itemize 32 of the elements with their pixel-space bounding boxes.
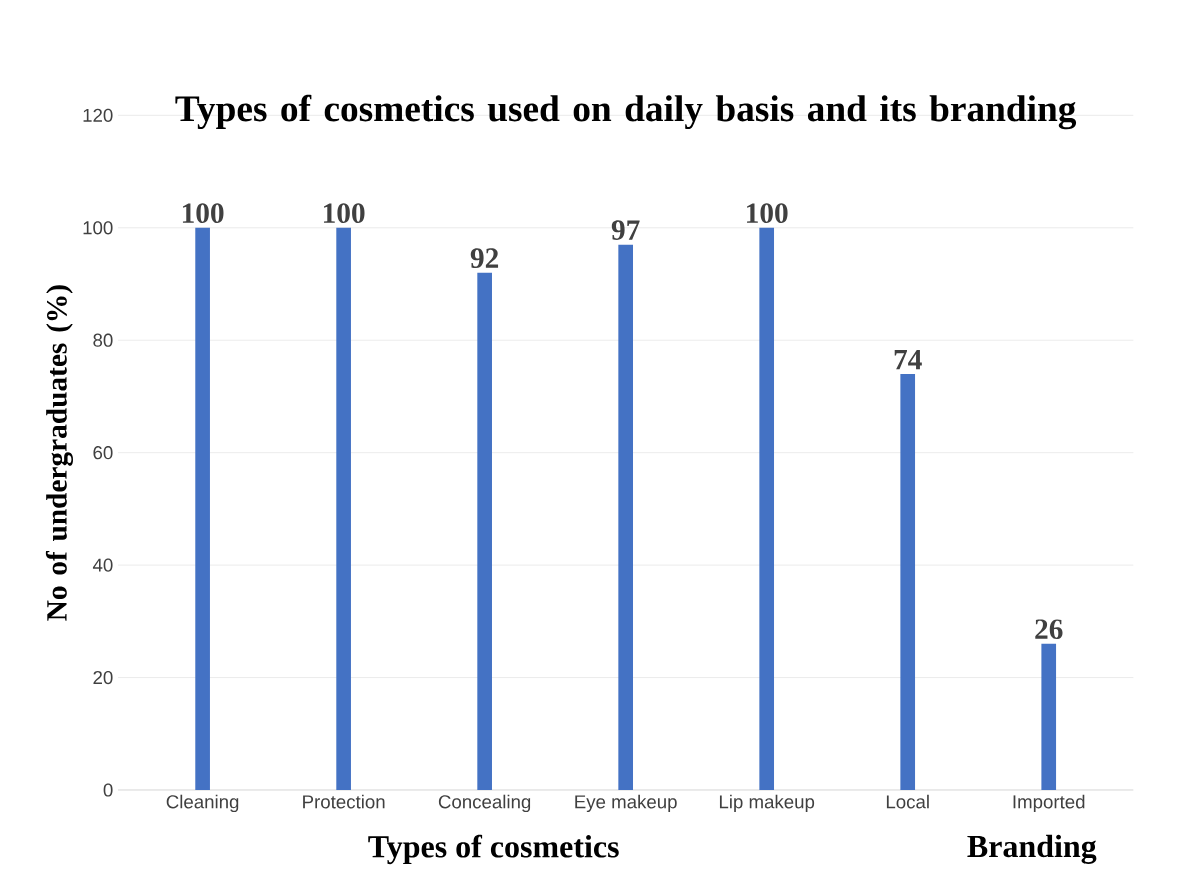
data-label: 100 <box>747 203 788 224</box>
text: Branding <box>967 834 1097 864</box>
bar <box>195 227 210 790</box>
bar <box>477 272 492 790</box>
bar <box>759 227 775 790</box>
y-tick-label: 0 <box>103 783 113 797</box>
data-label: 92 <box>470 248 499 269</box>
y-axis-title: No of undergraduates (%) <box>45 285 73 621</box>
y-tick-label: 100 <box>83 221 113 235</box>
y-tick-label: 120 <box>83 108 113 122</box>
x-tick-label: Concealing <box>438 794 531 813</box>
x-tick-label: Protection <box>303 794 385 809</box>
chart-title: Types of cosmetics used on daily basis and its branding <box>175 94 1077 130</box>
data-label: 100 <box>182 203 224 224</box>
bar <box>336 227 351 790</box>
data-label: 100 <box>323 203 365 224</box>
bar <box>618 244 634 790</box>
bar <box>1041 643 1057 790</box>
x-tick-label: Imported <box>1013 794 1085 813</box>
y-tick-label: 80 <box>93 333 113 347</box>
data-label: 74 <box>894 349 922 370</box>
bar <box>900 373 916 790</box>
data-label: 97 <box>611 220 640 240</box>
data-label: 26 <box>1035 619 1063 640</box>
y-tick-label: 40 <box>92 558 113 572</box>
x-tick-label: Local <box>886 794 929 809</box>
x-axis-title: Types of cosmetics <box>368 834 619 865</box>
x-tick-label: Cleaning <box>166 794 239 813</box>
x-tick-label: Eye makeup <box>575 794 677 813</box>
y-tick-label: 60 <box>93 446 113 460</box>
x-tick-label: Lip makeup <box>719 794 815 813</box>
y-tick-label: 20 <box>93 670 113 685</box>
